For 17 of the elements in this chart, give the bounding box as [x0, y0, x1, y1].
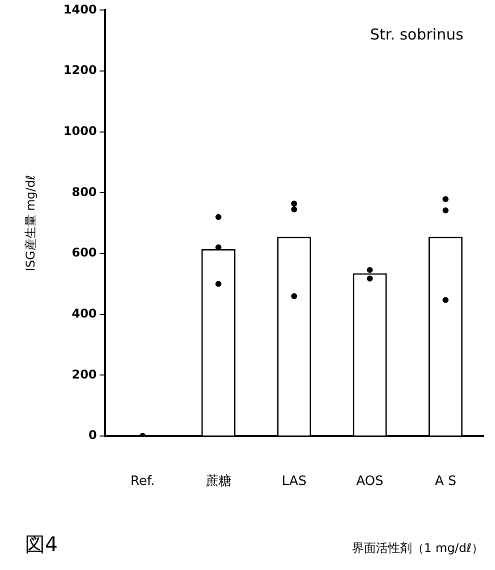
- x-tick-label: LAS: [282, 474, 306, 490]
- y-tick-label: 1000: [63, 124, 97, 138]
- y-tick-label: 0: [88, 428, 97, 442]
- x-tick-label: 蔗糖: [205, 474, 232, 490]
- x-axis-title: 界面活性剤（1 mg/dℓ）: [352, 540, 484, 555]
- y-axis-title: ISG産生量 mg/dℓ: [23, 174, 38, 272]
- y-tick-label: 200: [72, 367, 97, 382]
- x-tick-label: AOS: [356, 474, 384, 490]
- y-tick-label: 1200: [63, 63, 97, 78]
- x-tick-label: A S: [434, 474, 456, 490]
- caption: 図4: [25, 532, 58, 556]
- y-tick-label: 1400: [63, 2, 97, 16]
- annotation: Str. sobrinus: [370, 26, 464, 44]
- x-tick-label: Ref.: [130, 474, 155, 490]
- y-tick-label: 800: [72, 184, 97, 199]
- y-tick-label: 600: [72, 246, 97, 260]
- y-tick-label: 400: [72, 306, 97, 320]
